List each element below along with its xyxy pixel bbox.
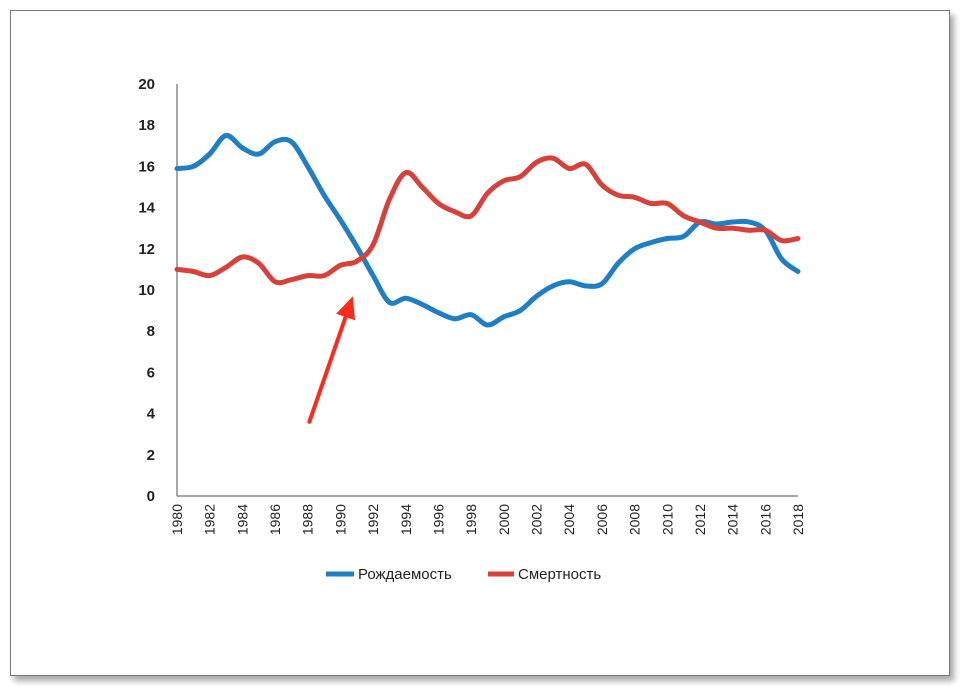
y-tick-label: 2 [147, 447, 155, 464]
x-tick-label: 2014 [725, 504, 741, 535]
x-tick-label: 2004 [561, 504, 577, 535]
y-tick-labels: 0 2 4 6 8 10 12 14 16 18 20 [138, 76, 155, 505]
x-tick-label: 1996 [430, 504, 446, 535]
x-tick-label: 1990 [332, 504, 348, 535]
y-tick-label: 6 [147, 364, 155, 381]
y-tick-label: 0 [147, 488, 155, 505]
series-lines [174, 133, 801, 328]
y-tick-label: 4 [147, 406, 156, 423]
legend-label: Рождаемость [358, 566, 452, 583]
arrow-head [336, 296, 356, 321]
y-tick-label: 20 [138, 76, 155, 93]
chart-frame [10, 10, 950, 676]
x-tick-label: 2006 [594, 504, 610, 535]
x-tick-label: 1982 [202, 504, 218, 535]
y-tick-label: 14 [138, 200, 155, 217]
y-tick-label: 12 [138, 241, 155, 258]
x-tick-labels: 1980 1982 1984 1986 1988 1990 1992 1994 1996 1998… [169, 504, 806, 535]
series-line-death-rate [174, 155, 801, 286]
y-tick-label: 16 [138, 158, 155, 175]
x-tick-label: 2012 [692, 504, 708, 535]
x-tick-label: 1992 [365, 504, 381, 535]
x-tick-label: 2008 [627, 504, 643, 535]
annotations [307, 296, 356, 424]
x-tick-label: 1988 [300, 504, 316, 535]
x-tick-label: 2002 [529, 504, 545, 535]
x-tick-label: 1994 [398, 504, 414, 535]
arrow-shaft [307, 315, 348, 424]
x-tick-label: 1980 [169, 504, 185, 535]
legend: Рождаемость Смертность [326, 566, 601, 583]
y-tick-label: 8 [147, 323, 155, 340]
axes [176, 84, 798, 497]
series-line-birth-rate [174, 133, 801, 328]
x-tick-label: 2000 [496, 504, 512, 535]
y-tick-label: 10 [138, 282, 155, 299]
x-tick-label: 2010 [659, 504, 675, 535]
x-tick-label: 2016 [757, 504, 773, 535]
x-tick-label: 1984 [234, 504, 250, 535]
x-tick-label: 2018 [790, 504, 806, 535]
x-tick-label: 1998 [463, 504, 479, 535]
x-tick-label: 1986 [267, 504, 283, 535]
legend-label: Смертность [518, 566, 601, 583]
y-tick-label: 18 [138, 117, 155, 134]
